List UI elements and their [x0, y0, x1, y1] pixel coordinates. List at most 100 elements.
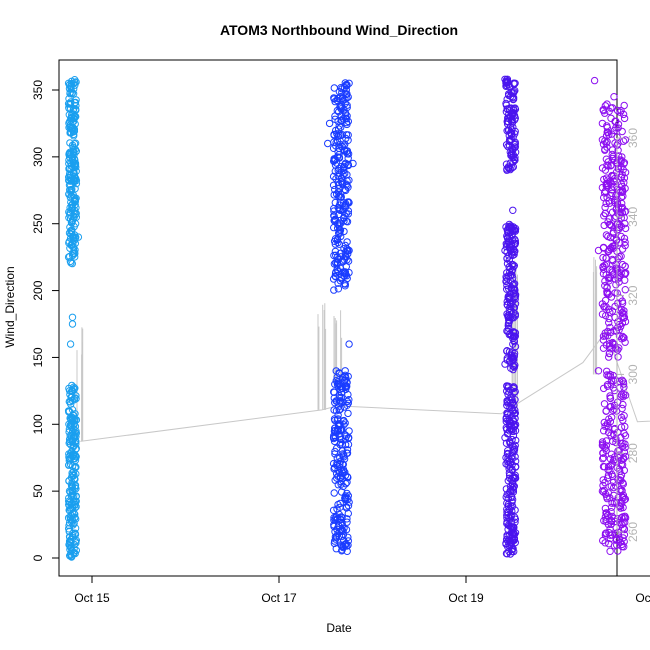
- data-point: [607, 376, 616, 385]
- data-point: [601, 109, 609, 117]
- data-point: [621, 219, 629, 228]
- data-point: [332, 533, 341, 541]
- data-point: [621, 286, 629, 294]
- data-point: [335, 201, 344, 209]
- data-point: [69, 114, 78, 123]
- data-point: [339, 170, 347, 179]
- data-point: [618, 376, 626, 384]
- data-point: [344, 409, 352, 418]
- data-point: [343, 238, 351, 246]
- data-point: [67, 113, 76, 122]
- data-point: [612, 482, 620, 490]
- data-point: [615, 332, 624, 340]
- data-point: [339, 450, 347, 458]
- data-point: [342, 90, 350, 99]
- data-point: [604, 471, 613, 479]
- data-point: [503, 409, 511, 417]
- data-point: [615, 344, 623, 352]
- data-point: [608, 470, 616, 479]
- data-point: [68, 462, 77, 470]
- data-point: [332, 367, 340, 375]
- data-point: [607, 450, 616, 458]
- data-point: [503, 511, 511, 520]
- data-point: [343, 147, 352, 155]
- data-point: [511, 529, 520, 537]
- data-point: [66, 398, 75, 406]
- data-point: [621, 512, 629, 520]
- data-point: [70, 222, 78, 231]
- data-point: [501, 360, 509, 368]
- data-point: [619, 534, 627, 542]
- data-point: [618, 486, 626, 495]
- data-point: [343, 397, 352, 406]
- data-point: [618, 332, 627, 341]
- data-point: [603, 382, 612, 390]
- data-point: [337, 541, 345, 549]
- data-point: [606, 177, 615, 185]
- data-point: [343, 90, 351, 98]
- data-point: [503, 430, 512, 438]
- data-point: [600, 384, 608, 393]
- data-point: [70, 383, 78, 391]
- data-point: [503, 449, 512, 458]
- data-point: [606, 394, 614, 402]
- data-point: [605, 349, 614, 357]
- data-point: [330, 537, 339, 545]
- data-point: [333, 380, 342, 388]
- data-point: [508, 502, 517, 510]
- data-point: [504, 537, 512, 545]
- data-point: [510, 332, 519, 340]
- data-point: [502, 535, 511, 544]
- data-point: [599, 332, 608, 340]
- data-point: [336, 499, 344, 508]
- data-point: [337, 193, 345, 201]
- data-point: [503, 397, 511, 406]
- data-point: [65, 425, 74, 433]
- data-point: [333, 96, 341, 105]
- data-point: [619, 110, 628, 119]
- data-point: [332, 273, 340, 281]
- data-point: [619, 378, 627, 386]
- y-right-tick-label: 360: [626, 128, 640, 148]
- data-point: [340, 217, 348, 225]
- data-point: [330, 489, 338, 497]
- data-point: [620, 234, 629, 243]
- data-point: [502, 549, 511, 558]
- data-point: [607, 517, 616, 526]
- data-point: [621, 422, 629, 431]
- data-point: [508, 498, 516, 506]
- data-point: [331, 450, 339, 458]
- data-point: [507, 364, 515, 372]
- data-point: [611, 344, 619, 352]
- data-point: [341, 160, 349, 169]
- data-point: [333, 130, 341, 138]
- data-point: [337, 527, 345, 535]
- data-point: [605, 107, 613, 116]
- data-point: [68, 487, 77, 495]
- data-point: [614, 353, 622, 361]
- data-point: [505, 522, 514, 530]
- data-point: [621, 238, 629, 246]
- data-point: [599, 263, 607, 272]
- data-point: [608, 512, 616, 521]
- data-point: [66, 550, 75, 558]
- data-point: [594, 367, 603, 375]
- data-point: [345, 79, 353, 88]
- data-point: [340, 421, 348, 429]
- data-point: [330, 251, 338, 260]
- data-point: [501, 246, 509, 255]
- data-point: [509, 446, 517, 454]
- data-point: [334, 285, 343, 293]
- data-point: [618, 127, 626, 136]
- data-point: [331, 215, 339, 223]
- data-point: [349, 159, 357, 168]
- data-point: [598, 300, 607, 308]
- data-point: [71, 234, 79, 242]
- data-point: [611, 196, 619, 205]
- data-point: [70, 140, 79, 148]
- data-point: [504, 324, 513, 332]
- data-point: [339, 460, 347, 469]
- data-point: [617, 460, 625, 469]
- data-point: [606, 273, 614, 281]
- data-point: [64, 253, 73, 261]
